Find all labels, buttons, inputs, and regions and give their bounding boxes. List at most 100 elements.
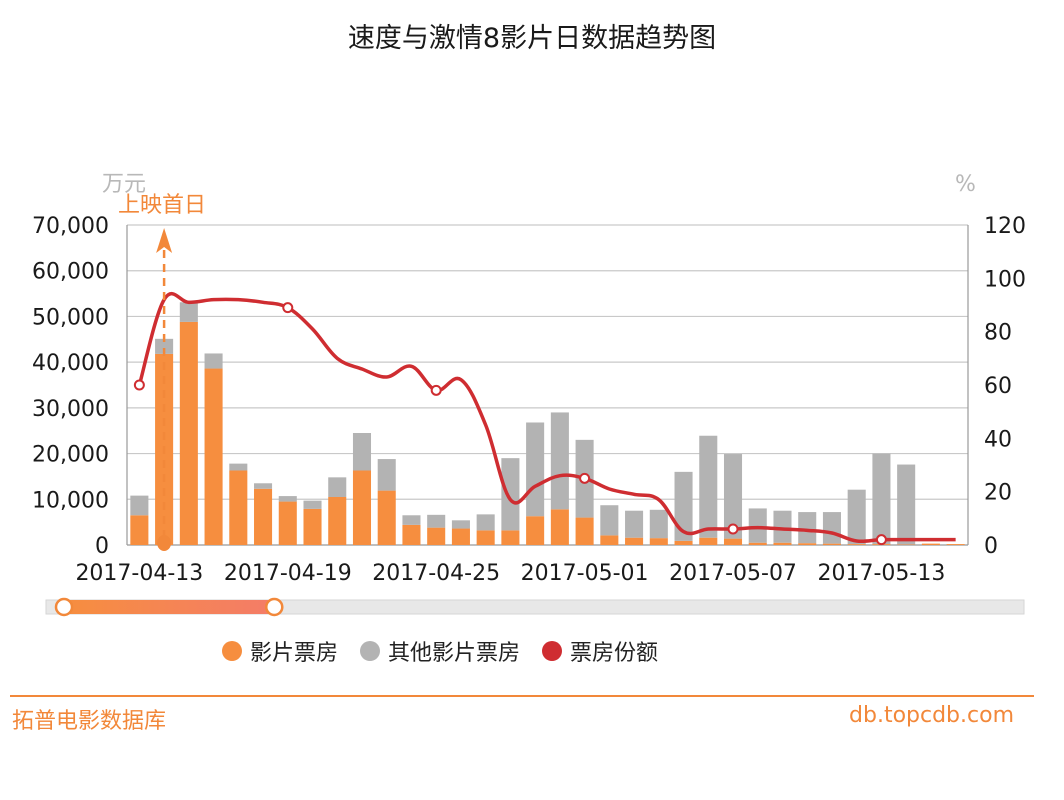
bar-film <box>798 543 817 545</box>
bar-other <box>526 422 545 517</box>
bar-other <box>303 500 322 509</box>
line-point-share <box>579 472 591 484</box>
bar-other <box>179 302 198 322</box>
bar-other <box>476 514 495 531</box>
bar-film <box>600 535 619 545</box>
bar-other <box>451 520 470 529</box>
bar-other <box>550 412 569 510</box>
bar-film <box>550 509 569 545</box>
y-left-tick-label: 40,000 <box>32 351 109 376</box>
bar-film <box>674 540 693 545</box>
bar-other <box>402 515 421 525</box>
annotation-label: 上映首日 <box>118 193 206 218</box>
annotation-base-dot <box>157 535 172 551</box>
bar-film <box>723 538 743 545</box>
x-tick-label: 2017-05-01 <box>521 561 649 586</box>
bar-film <box>476 530 495 545</box>
bar-film <box>699 537 718 545</box>
legend-swatch-other <box>360 641 381 661</box>
bar-film <box>526 516 545 545</box>
bar-film <box>501 530 520 545</box>
y-right-tick-label: 80 <box>984 321 1012 346</box>
y-right-tick-label: 120 <box>984 214 1026 239</box>
bar-other <box>328 477 347 497</box>
y-right-tick-label: 20 <box>984 481 1012 506</box>
y-right-tick-label: 0 <box>984 534 998 559</box>
bar-other <box>377 459 396 491</box>
bar-film <box>204 368 223 545</box>
y-left-tick-label: 10,000 <box>32 488 109 513</box>
legend-item-share[interactable]: 票房份额 <box>542 635 658 667</box>
bar-film <box>822 543 841 545</box>
bar-film <box>377 490 396 545</box>
legend-item-film[interactable]: 影片票房 <box>222 635 338 667</box>
bar-film <box>427 527 446 545</box>
footer-divider <box>10 695 1034 697</box>
chart-canvas: 0 10,000 20,000 30,000 40,000 50,000 60,000 70,… <box>32 172 1026 617</box>
y-right-unit: % <box>955 172 976 197</box>
bar-film <box>847 544 866 545</box>
bar-film <box>748 542 767 545</box>
zoom-slider-range[interactable] <box>64 600 275 614</box>
bar-other <box>254 483 273 489</box>
x-tick-label: 2017-04-19 <box>224 561 352 586</box>
y-left-tick-label: 20,000 <box>32 443 109 468</box>
legend-label-other: 其他影片票房 <box>388 641 521 666</box>
bar-other <box>427 514 446 528</box>
bar-film <box>575 517 594 545</box>
bar-film <box>130 515 149 545</box>
bar-other <box>897 464 916 545</box>
bar-other <box>600 505 619 536</box>
y-left-tick-label: 70,000 <box>32 214 109 239</box>
line-point-share <box>430 384 442 396</box>
bar-other <box>229 463 248 471</box>
legend-swatch-film <box>222 641 242 661</box>
bar-film <box>402 524 421 545</box>
bar-film <box>451 528 470 545</box>
bar-film <box>179 321 198 545</box>
bar-other <box>822 512 841 544</box>
bar-film <box>773 542 792 545</box>
line-point-share <box>727 523 739 535</box>
bar-other <box>748 508 767 543</box>
annotation-arrow <box>156 228 173 253</box>
x-tick-label: 2017-04-25 <box>372 561 500 586</box>
bar-film <box>254 488 273 545</box>
y-left-unit: 万元 <box>102 172 146 197</box>
legend: 影片票房 其他影片票房 票房份额 <box>222 636 680 666</box>
line-point-share <box>282 302 294 314</box>
bar-film <box>946 544 965 545</box>
line-point-share <box>133 379 145 391</box>
bar-other <box>352 433 372 471</box>
footer-brand: 拓普电影数据库 <box>12 709 167 734</box>
bar-film <box>649 538 668 545</box>
bar-film <box>278 501 297 545</box>
y-left-tick-label: 60,000 <box>32 260 109 285</box>
bar-other <box>723 454 743 539</box>
bar-film <box>303 508 322 545</box>
legend-swatch-share <box>542 641 563 661</box>
y-left-tick-label: 0 <box>95 534 109 559</box>
bar-other <box>798 512 817 544</box>
legend-label-share: 票房份额 <box>570 641 659 666</box>
line-point-share <box>875 534 887 546</box>
bar-other <box>872 453 891 545</box>
bar-film <box>625 537 644 545</box>
zoom-slider-handle-right[interactable] <box>265 597 284 617</box>
legend-item-other[interactable]: 其他影片票房 <box>360 635 520 667</box>
bar-other <box>847 489 866 545</box>
bar-other <box>501 458 520 531</box>
series-line-share <box>137 292 956 544</box>
zoom-slider-handle-left[interactable] <box>54 597 74 617</box>
bar-other <box>649 509 668 539</box>
bar-film <box>229 470 248 545</box>
x-tick-label: 2017-05-13 <box>817 561 945 586</box>
y-left-tick-label: 30,000 <box>32 397 109 422</box>
bar-other <box>699 435 718 538</box>
x-tick-label: 2017-04-13 <box>75 561 203 586</box>
y-right-tick-label: 100 <box>984 267 1026 292</box>
bar-other <box>155 338 174 354</box>
bar-film <box>328 497 347 545</box>
footer-url[interactable]: db.topcdb.com <box>849 703 1014 728</box>
bar-other <box>674 471 693 541</box>
